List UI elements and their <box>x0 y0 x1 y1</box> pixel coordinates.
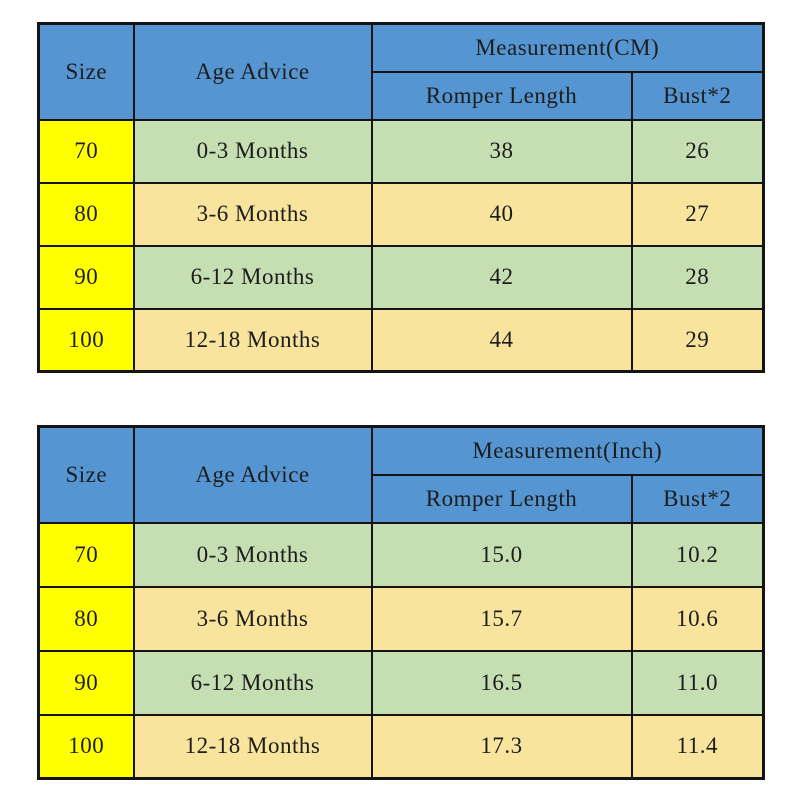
cell-romper-length: 15.7 <box>370 585 633 652</box>
header-age-advice: Age Advice <box>132 22 373 121</box>
size-table-inch: Size Age Advice Measurement(Inch) Romper… <box>37 425 765 780</box>
cell-romper-length: 38 <box>370 118 633 184</box>
cell-bust: 11.4 <box>630 713 765 780</box>
cell-size: 90 <box>37 649 135 716</box>
header-measurement-cm: Measurement(CM) <box>370 22 765 73</box>
cell-size: 90 <box>37 244 135 310</box>
cell-size: 100 <box>37 713 135 780</box>
cell-size: 80 <box>37 181 135 247</box>
cell-romper-length: 15.0 <box>370 521 633 588</box>
table-row: 100 12-18 Months 44 29 <box>37 307 765 373</box>
cell-age: 6-12 Months <box>132 244 373 310</box>
header-measurement-inch: Measurement(Inch) <box>370 425 765 476</box>
header-bust: Bust*2 <box>630 473 765 524</box>
header-size: Size <box>37 22 135 121</box>
cell-age: 6-12 Months <box>132 649 373 716</box>
header-subrow: Romper Length Bust*2 <box>39 473 765 524</box>
table-row: 70 0-3 Months 38 26 <box>37 118 765 184</box>
cell-bust: 26 <box>630 118 765 184</box>
header-row: Size Age Advice Measurement(CM) <box>37 22 765 121</box>
cell-bust: 28 <box>630 244 765 310</box>
cell-bust: 27 <box>630 181 765 247</box>
cell-age: 0-3 Months <box>132 521 373 588</box>
cell-bust: 11.0 <box>630 649 765 716</box>
header-bust: Bust*2 <box>630 70 765 121</box>
table-row: 90 6-12 Months 16.5 11.0 <box>37 649 765 716</box>
cell-romper-length: 40 <box>370 181 633 247</box>
table-row: 70 0-3 Months 15.0 10.2 <box>37 521 765 588</box>
size-table-cm: Size Age Advice Measurement(CM) Romper L… <box>37 22 766 373</box>
cell-bust: 10.6 <box>630 585 765 652</box>
table-row: 90 6-12 Months 42 28 <box>37 244 765 310</box>
header-age-advice: Age Advice <box>132 425 373 524</box>
table-row: 80 3-6 Months 15.7 10.6 <box>37 585 765 652</box>
cell-romper-length: 16.5 <box>370 649 633 716</box>
header-row: Size Age Advice Measurement(Inch) <box>37 425 765 524</box>
cell-size: 80 <box>37 585 135 652</box>
header-romper-length: Romper Length <box>370 70 633 121</box>
cell-romper-length: 44 <box>370 307 633 373</box>
cell-bust: 29 <box>630 307 765 373</box>
cell-size: 70 <box>37 118 135 184</box>
header-subrow: Romper Length Bust*2 <box>39 70 765 121</box>
table-row: 100 12-18 Months 17.3 11.4 <box>37 713 765 780</box>
cell-age: 0-3 Months <box>132 118 373 184</box>
cell-size: 70 <box>37 521 135 588</box>
cell-age: 12-18 Months <box>132 307 373 373</box>
cell-age: 3-6 Months <box>132 181 373 247</box>
cell-bust: 10.2 <box>630 521 765 588</box>
cell-romper-length: 17.3 <box>370 713 633 780</box>
header-romper-length: Romper Length <box>370 473 633 524</box>
header-size: Size <box>37 425 135 524</box>
cell-romper-length: 42 <box>370 244 633 310</box>
cell-size: 100 <box>37 307 135 373</box>
table-row: 80 3-6 Months 40 27 <box>37 181 765 247</box>
cell-age: 3-6 Months <box>132 585 373 652</box>
cell-age: 12-18 Months <box>132 713 373 780</box>
